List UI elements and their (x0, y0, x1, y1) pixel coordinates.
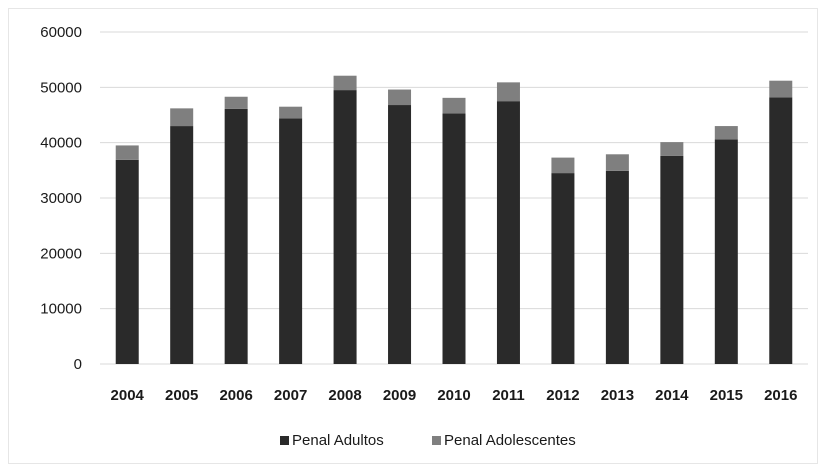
x-tick-label-2006: 2006 (219, 387, 252, 404)
x-axis: 2004 2005 2006 2007 2008 2009 2010 2011 2012 2013… (111, 387, 798, 404)
legend-swatch-adolescentes (432, 436, 441, 445)
bar-2014-adolescentes (660, 142, 684, 156)
bar-2008-adultos (333, 90, 357, 364)
x-tick-label-2013: 2013 (601, 387, 634, 404)
bar-2011-adolescentes (496, 82, 520, 102)
bar-2015-adultos (714, 139, 738, 364)
bar-2010-adolescentes (442, 97, 466, 114)
bar-2005-adolescentes (170, 108, 194, 127)
bar-2004-adolescentes (115, 145, 139, 160)
x-tick-label-2012: 2012 (546, 387, 579, 404)
bar-2013-adolescentes (605, 154, 629, 171)
x-tick-label-2004: 2004 (111, 387, 145, 404)
bar-2004-adultos (115, 159, 139, 364)
bar-2008-adolescentes (333, 75, 357, 91)
x-tick-label-2014: 2014 (655, 387, 689, 404)
y-tick-label-10000: 10000 (40, 301, 82, 318)
bar-2012-adultos (551, 173, 575, 364)
legend: Penal Adultos Penal Adolescentes (280, 432, 576, 449)
x-tick-label-2007: 2007 (274, 387, 307, 404)
bar-2010-adultos (442, 113, 466, 364)
x-tick-label-2008: 2008 (328, 387, 361, 404)
bar-2006-adolescentes (224, 96, 248, 109)
bar-2014-adultos (660, 155, 684, 364)
y-axis: 0 10000 20000 30000 40000 50000 60000 (40, 24, 82, 373)
bar-2013-adultos (605, 170, 629, 364)
bar-2009-adolescentes (388, 89, 412, 106)
y-tick-label-30000: 30000 (40, 190, 82, 207)
y-tick-label-40000: 40000 (40, 135, 82, 152)
bar-2016-adultos (769, 97, 793, 364)
bar-2016-adolescentes (769, 80, 793, 98)
y-tick-label-20000: 20000 (40, 245, 82, 262)
y-tick-label-0: 0 (74, 356, 82, 373)
bar-2007-adolescentes (279, 106, 303, 119)
legend-swatch-adultos (280, 436, 289, 445)
bar-2006-adultos (224, 108, 248, 364)
x-tick-label-2009: 2009 (383, 387, 416, 404)
legend-label-adultos: Penal Adultos (292, 432, 384, 449)
y-tick-label-50000: 50000 (40, 79, 82, 96)
x-tick-label-2005: 2005 (165, 387, 198, 404)
legend-label-adolescentes: Penal Adolescentes (444, 432, 576, 449)
bar-2015-adolescentes (714, 126, 738, 140)
bar-2011-adultos (496, 101, 520, 365)
x-tick-label-2016: 2016 (764, 387, 797, 404)
x-tick-label-2011: 2011 (492, 387, 525, 404)
bar-2009-adultos (388, 105, 412, 364)
bar-2005-adultos (170, 126, 194, 364)
x-tick-label-2010: 2010 (437, 387, 470, 404)
bars-layer (115, 75, 793, 365)
x-tick-label-2015: 2015 (710, 387, 743, 404)
bar-2007-adultos (279, 118, 303, 364)
bar-2012-adolescentes (551, 157, 575, 174)
y-tick-label-60000: 60000 (40, 24, 82, 41)
